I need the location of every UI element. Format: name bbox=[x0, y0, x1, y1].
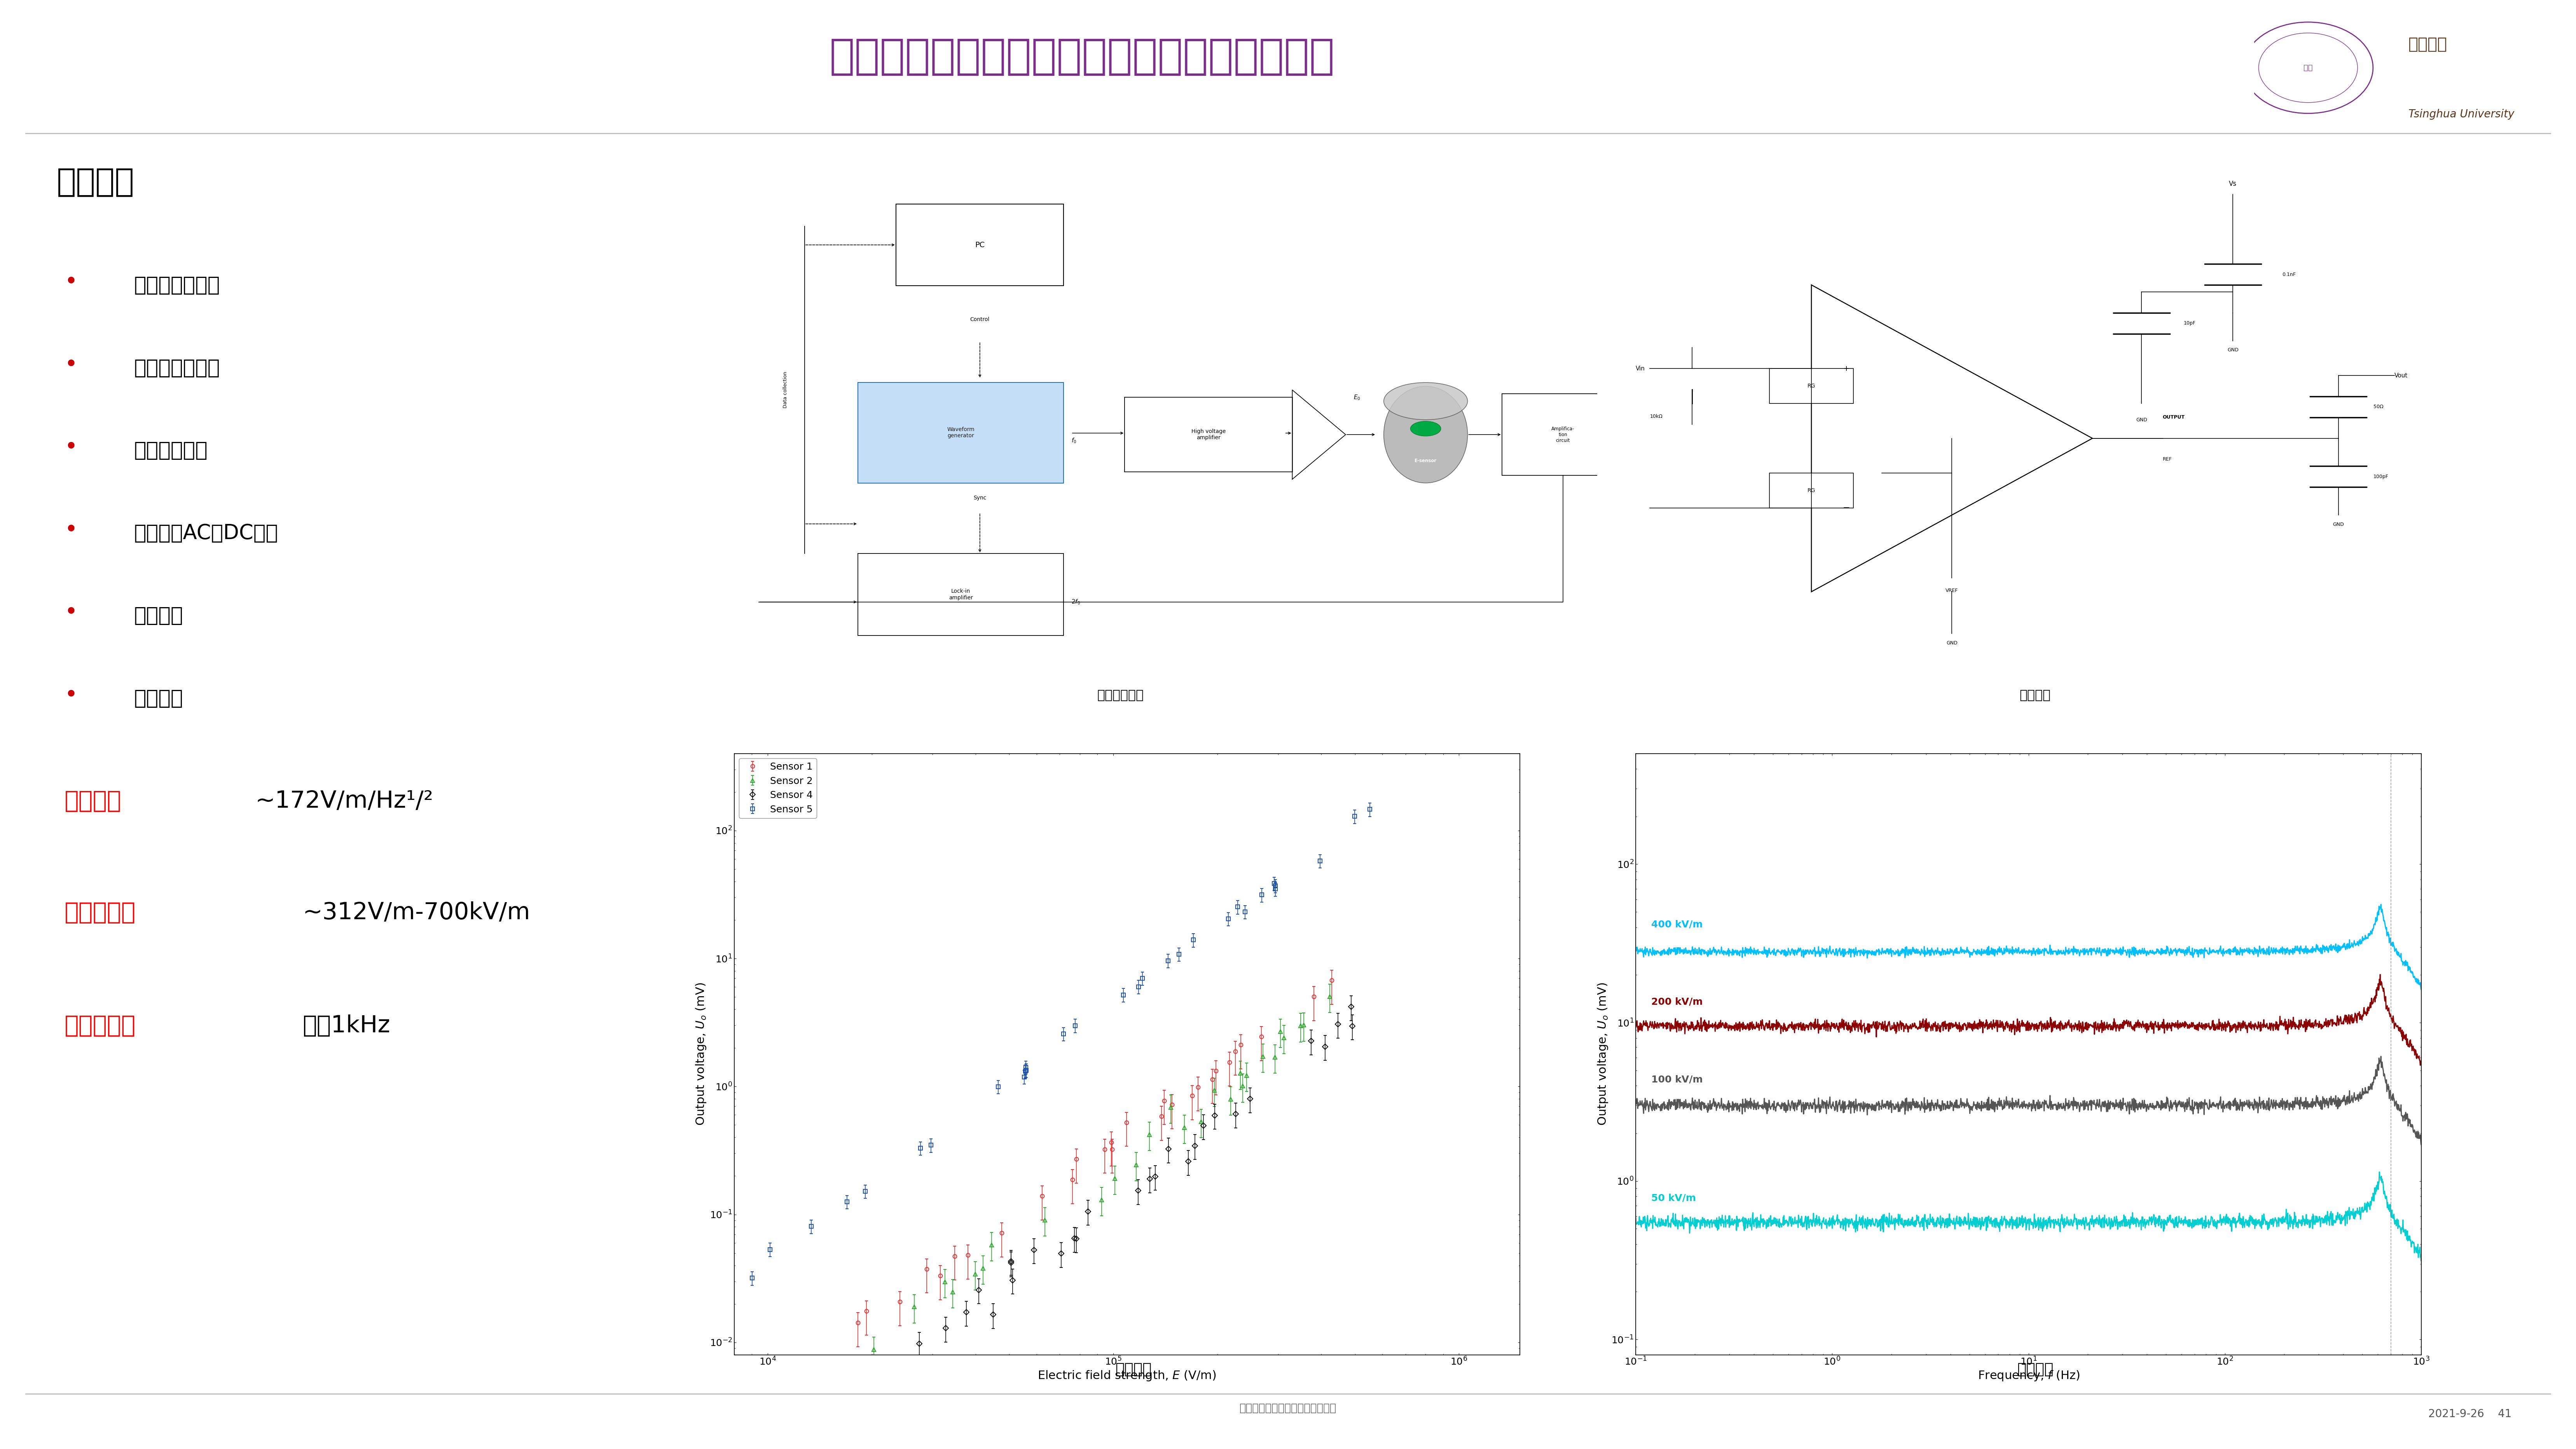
Text: $2f_0$: $2f_0$ bbox=[1072, 598, 1079, 606]
Text: Waveform
generator: Waveform generator bbox=[948, 427, 974, 439]
FancyBboxPatch shape bbox=[1770, 474, 1855, 509]
Text: RG: RG bbox=[1808, 488, 1816, 493]
Text: High voltage
amplifier: High voltage amplifier bbox=[1190, 429, 1226, 440]
Text: 方便安装: 方便安装 bbox=[134, 688, 183, 709]
Text: Sync: Sync bbox=[974, 496, 987, 500]
Text: VREF: VREF bbox=[1945, 588, 1958, 593]
X-axis label: Electric field strength, $E$ (V/m): Electric field strength, $E$ (V/m) bbox=[1038, 1369, 1216, 1382]
Text: Data collection: Data collection bbox=[783, 371, 788, 409]
Text: 传感测试系统: 传感测试系统 bbox=[1097, 688, 1144, 701]
X-axis label: Frequency, $f$ (Hz): Frequency, $f$ (Hz) bbox=[1978, 1369, 2079, 1382]
Text: ~312V/m-700kV/m: ~312V/m-700kV/m bbox=[301, 901, 531, 924]
Text: 中国电工技术学会新媒体平台发布: 中国电工技术学会新媒体平台发布 bbox=[1239, 1403, 1337, 1414]
Text: 小体积、低成本: 小体积、低成本 bbox=[134, 275, 219, 296]
Ellipse shape bbox=[1412, 422, 1440, 436]
Ellipse shape bbox=[1383, 387, 1468, 483]
Text: 10pF: 10pF bbox=[2184, 320, 2195, 326]
Text: 易于批量生产: 易于批量生产 bbox=[134, 440, 209, 461]
Text: GND: GND bbox=[2334, 522, 2344, 527]
FancyBboxPatch shape bbox=[1502, 394, 1623, 475]
Text: ~172V/m/Hz¹/²: ~172V/m/Hz¹/² bbox=[255, 790, 433, 813]
FancyBboxPatch shape bbox=[858, 383, 1064, 483]
Text: 幅值响应: 幅值响应 bbox=[1115, 1362, 1151, 1377]
Text: 50Ω: 50Ω bbox=[2372, 404, 2383, 410]
Text: OUTPUT: OUTPUT bbox=[2164, 414, 2184, 420]
Text: 200 kV/m: 200 kV/m bbox=[1651, 997, 1703, 1007]
Text: •: • bbox=[64, 354, 77, 375]
Text: 性能特点: 性能特点 bbox=[57, 167, 134, 199]
Text: GND: GND bbox=[2136, 417, 2148, 423]
Text: 清华大学: 清华大学 bbox=[2409, 36, 2447, 52]
Text: •: • bbox=[64, 601, 77, 623]
Y-axis label: Output voltage, $U_o$ (mV): Output voltage, $U_o$ (mV) bbox=[1597, 982, 1610, 1126]
Y-axis label: Output voltage, $U_o$ (mV): Output voltage, $U_o$ (mV) bbox=[696, 982, 708, 1126]
Text: 高性能、低功耗: 高性能、低功耗 bbox=[134, 358, 219, 378]
Text: 频率响应: 频率响应 bbox=[2017, 1362, 2053, 1377]
Text: 可测电场：: 可测电场： bbox=[64, 901, 137, 924]
Text: 后端电路: 后端电路 bbox=[2020, 688, 2050, 701]
Text: Tsinghua University: Tsinghua University bbox=[2409, 109, 2514, 120]
Text: 0.1nF: 0.1nF bbox=[2282, 272, 2295, 277]
Text: 400 kV/m: 400 kV/m bbox=[1651, 920, 1703, 929]
Text: 10kΩ: 10kΩ bbox=[1649, 414, 1662, 419]
Text: Lock-in
amplifier: Lock-in amplifier bbox=[948, 588, 974, 600]
FancyBboxPatch shape bbox=[1770, 368, 1855, 403]
Text: $E_0$: $E_0$ bbox=[1352, 394, 1360, 401]
Text: •: • bbox=[64, 271, 77, 293]
Text: •: • bbox=[64, 436, 77, 458]
Text: 清华: 清华 bbox=[2303, 64, 2313, 71]
Text: −: − bbox=[1842, 504, 1850, 511]
FancyBboxPatch shape bbox=[858, 554, 1064, 636]
Text: Amplifica-
tion
circuit: Amplifica- tion circuit bbox=[1551, 426, 1574, 443]
Text: 50 kV/m: 50 kV/m bbox=[1651, 1194, 1695, 1203]
Text: GND: GND bbox=[2228, 348, 2239, 352]
Text: $f_0$: $f_0$ bbox=[1072, 438, 1077, 445]
Text: E-sensor: E-sensor bbox=[1414, 458, 1437, 464]
Text: RG: RG bbox=[1808, 384, 1816, 388]
Text: 截止频率：: 截止频率： bbox=[64, 1014, 137, 1037]
Text: 分辨率：: 分辨率： bbox=[64, 790, 121, 813]
FancyBboxPatch shape bbox=[1126, 397, 1293, 472]
Text: •: • bbox=[64, 684, 77, 706]
Text: Control: Control bbox=[971, 316, 989, 322]
Text: 同时兼顾AC与DC测量: 同时兼顾AC与DC测量 bbox=[134, 523, 278, 543]
Text: Vin: Vin bbox=[1636, 365, 1646, 371]
Text: GND: GND bbox=[1947, 640, 1958, 646]
Legend: Sensor 1, Sensor 2, Sensor 4, Sensor 5: Sensor 1, Sensor 2, Sensor 4, Sensor 5 bbox=[739, 758, 817, 819]
Text: 易于集成: 易于集成 bbox=[134, 606, 183, 626]
Text: PC: PC bbox=[974, 241, 984, 249]
Text: 100 kV/m: 100 kV/m bbox=[1651, 1075, 1703, 1084]
Text: +: + bbox=[1844, 365, 1850, 372]
Ellipse shape bbox=[1383, 383, 1468, 420]
Text: REF: REF bbox=[2164, 456, 2172, 462]
Text: Vs: Vs bbox=[2228, 180, 2236, 187]
Text: 基于静电力与压阻效应耦合的微型电场传感器: 基于静电力与压阻效应耦合的微型电场传感器 bbox=[829, 36, 1334, 77]
Text: 100pF: 100pF bbox=[2372, 474, 2388, 480]
Text: 2021-9-26    41: 2021-9-26 41 bbox=[2429, 1408, 2512, 1420]
Text: Vout: Vout bbox=[2396, 372, 2409, 378]
FancyBboxPatch shape bbox=[896, 204, 1064, 285]
Text: 接近1kHz: 接近1kHz bbox=[301, 1014, 392, 1037]
Text: •: • bbox=[64, 519, 77, 540]
